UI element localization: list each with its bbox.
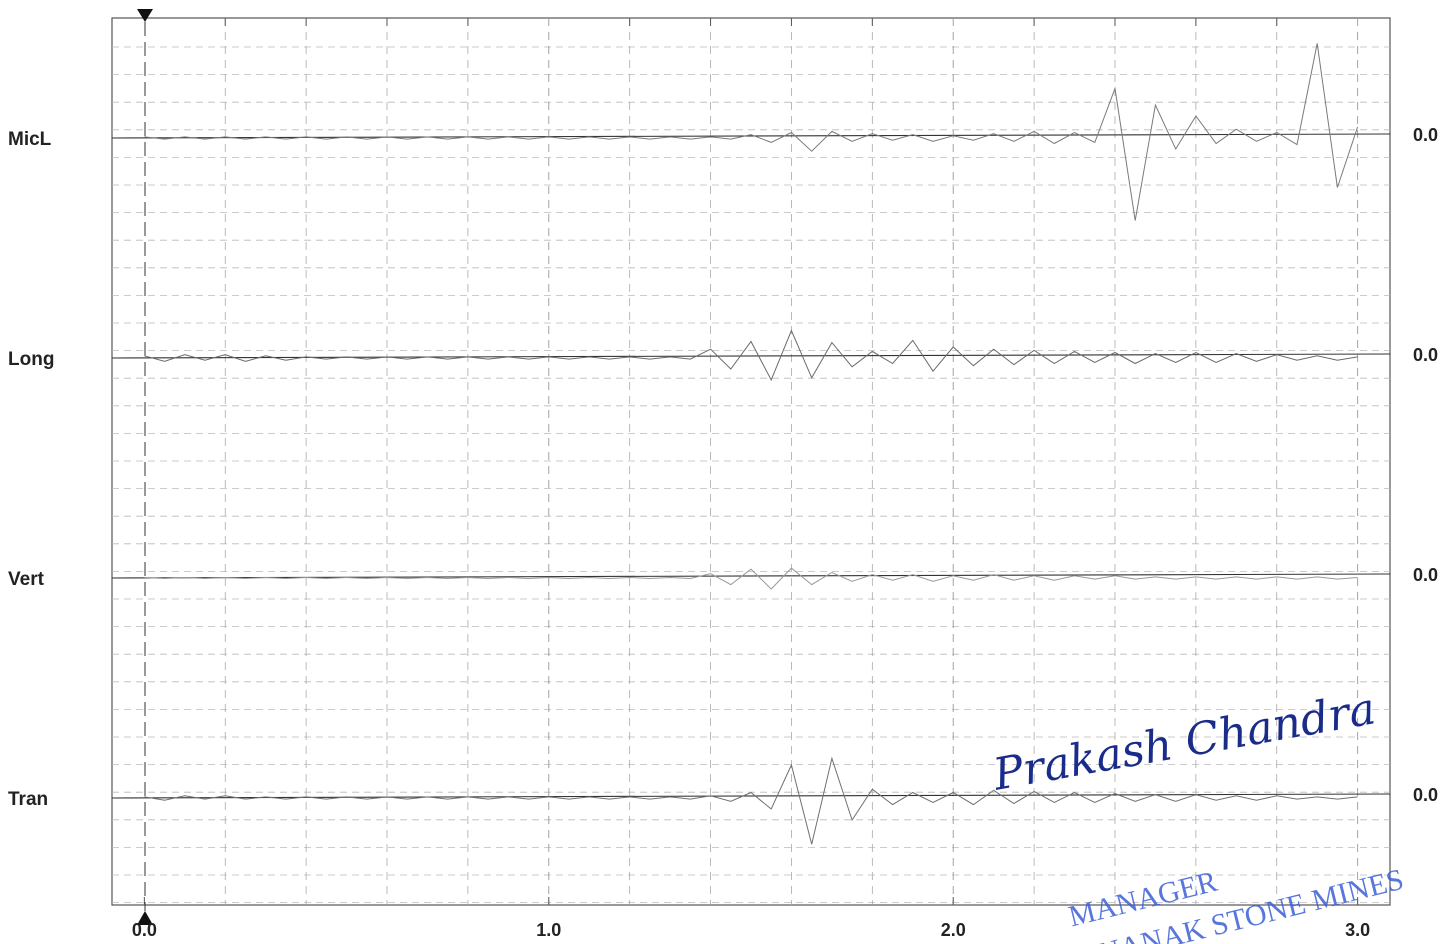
signature: Prakash Chandra (989, 683, 1380, 801)
channel-label: Vert (8, 569, 45, 590)
channel-label: MicL (8, 129, 52, 150)
baseline (111, 353, 1391, 359)
baseline (111, 793, 1391, 799)
waveform (144, 43, 1359, 221)
channel-scale-label: 0.0 (1413, 785, 1438, 805)
baseline (111, 573, 1391, 579)
marks (111, 43, 1391, 845)
x-tick-label: 3.0 (1345, 920, 1370, 940)
channel-scale-label: 0.0 (1413, 125, 1438, 145)
x-tick-label: 0.0 (132, 920, 157, 940)
grid (112, 18, 1390, 911)
waveform (144, 756, 1358, 845)
channel-label: Tran (8, 789, 48, 810)
plot-frame (111, 17, 1391, 906)
waveform (144, 567, 1358, 590)
channel-scale-label: 0.0 (1413, 565, 1438, 585)
waveform (144, 329, 1358, 382)
channel-scale-label: 0.0 (1413, 345, 1438, 365)
trigger-marker-bottom (137, 911, 153, 925)
x-tick-label: 2.0 (941, 920, 966, 940)
channel-label: Long (8, 349, 54, 370)
x-tick-label: 1.0 (536, 920, 561, 940)
baseline (111, 133, 1391, 139)
trigger-marker-top (137, 9, 153, 22)
